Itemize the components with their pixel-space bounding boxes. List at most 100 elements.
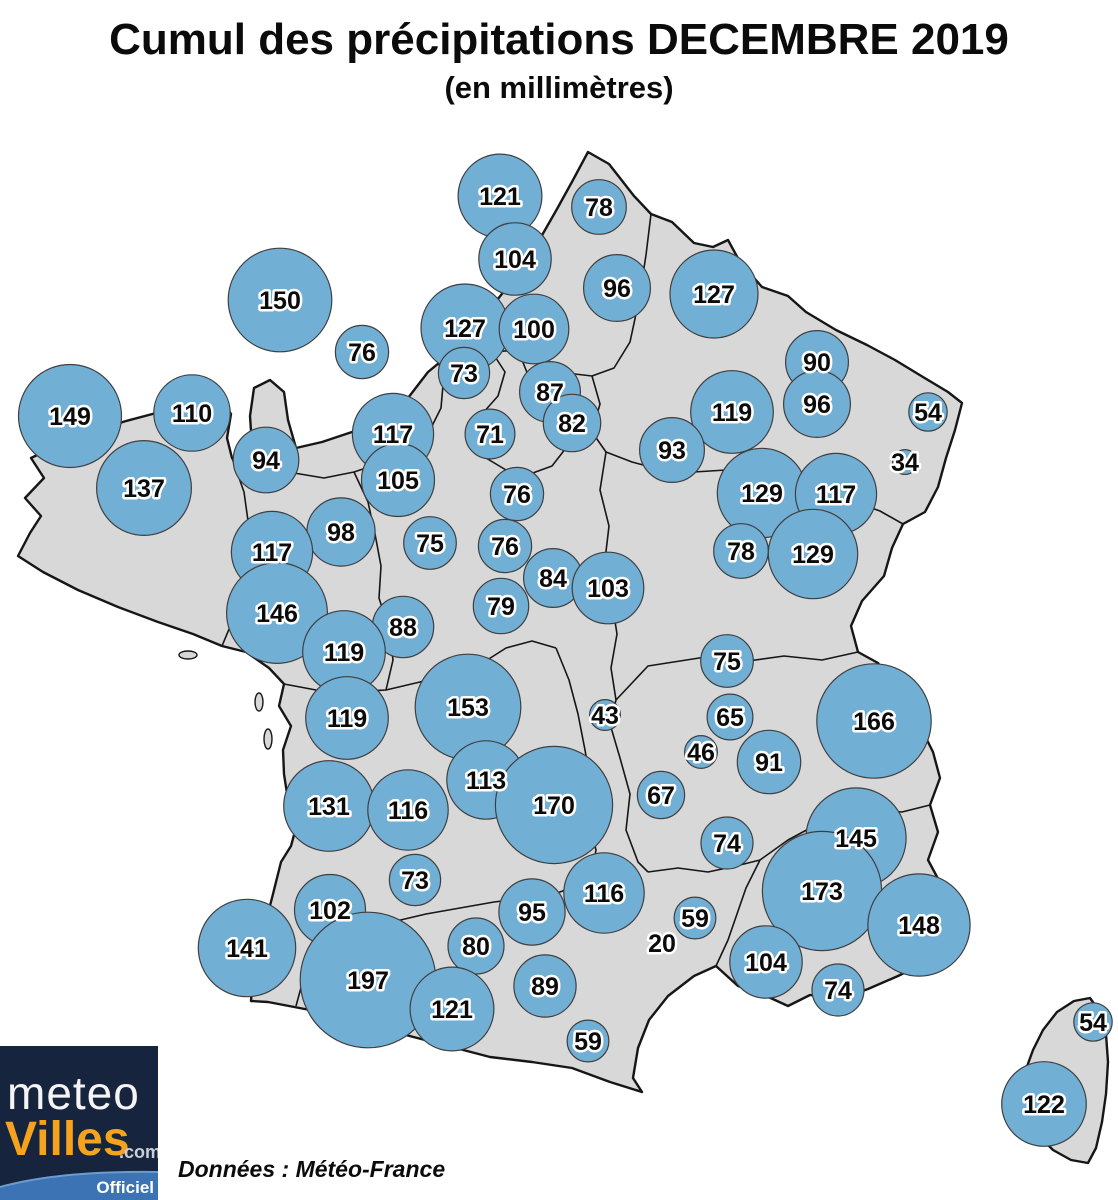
precip-value-label: 75 — [416, 530, 444, 558]
precip-value-label: 121 — [479, 183, 521, 211]
precip-bubble — [227, 247, 333, 353]
precip-value-label: 76 — [491, 533, 519, 561]
precip-bubble — [683, 734, 718, 769]
precip-value-label: 93 — [658, 437, 686, 465]
precip-value-label: 82 — [558, 410, 586, 438]
precip-value-label: 122 — [1023, 1091, 1065, 1119]
precip-bubble — [95, 440, 193, 537]
precip-bubble — [571, 179, 627, 235]
precip-value-label: 88 — [389, 614, 417, 642]
precip-value-label: 129 — [792, 541, 834, 569]
precip-bubble — [226, 561, 329, 664]
precip-value-label: 119 — [324, 639, 364, 667]
precip-value-label: 75 — [713, 648, 741, 676]
precip-bubble — [566, 1019, 610, 1063]
precip-bubble — [571, 551, 645, 625]
precip-value-label: 103 — [587, 575, 629, 603]
island — [178, 650, 198, 660]
precip-bubble — [472, 577, 530, 635]
precip-value-label: 197 — [347, 967, 389, 995]
precip-bubble — [582, 254, 651, 323]
precip-value-label: 20 — [648, 930, 676, 958]
precip-value-label: 121 — [431, 996, 473, 1024]
precip-bubble — [197, 898, 297, 998]
precip-value-label: 127 — [444, 315, 486, 343]
precip-value-label: 166 — [853, 708, 895, 736]
precip-bubble — [816, 663, 932, 779]
precip-value-label: 34 — [891, 449, 919, 477]
precip-bubble — [403, 516, 457, 570]
data-source-credit: Données : Météo-France — [178, 1156, 446, 1182]
precip-value-label: 54 — [914, 399, 942, 427]
precip-bubble — [1001, 1061, 1087, 1147]
precip-value-label: 137 — [123, 475, 165, 503]
precip-value-label: 79 — [487, 593, 515, 621]
precip-value-label: 59 — [574, 1028, 602, 1056]
precip-bubble — [409, 966, 495, 1052]
precip-value-label: 117 — [373, 421, 413, 449]
precip-value-label: 116 — [388, 797, 428, 825]
precip-value-label: 54 — [1079, 1009, 1107, 1037]
precip-value-label: 89 — [531, 973, 559, 1001]
precip-value-label: 59 — [681, 905, 709, 933]
logo-swoosh — [0, 1170, 158, 1200]
precip-value-label: 150 — [259, 287, 301, 315]
precip-value-label: 119 — [712, 399, 752, 427]
precip-bubble — [588, 698, 621, 731]
precip-value-label: 91 — [755, 749, 783, 777]
precip-bubble — [706, 693, 754, 741]
precip-bubble — [700, 634, 754, 688]
precip-value-label: 116 — [584, 880, 624, 908]
precip-bubble — [700, 816, 754, 870]
precip-value-label: 78 — [585, 194, 613, 222]
precip-value-label: 87 — [536, 379, 564, 407]
precip-value-label: 71 — [476, 421, 504, 449]
precip-bubble — [908, 392, 948, 432]
precip-bubble — [638, 417, 705, 484]
precip-value-label: 149 — [49, 403, 91, 431]
precip-bubble — [636, 770, 686, 820]
label-layer: 121 78 104 96 127 150 127 100 76 90 73 87 96 54 119 110… — [47, 181, 1110, 1122]
precip-value-label: 43 — [591, 702, 619, 730]
precip-bubble — [305, 676, 389, 760]
precip-value-label: 67 — [647, 782, 675, 810]
precip-bubble — [513, 954, 577, 1018]
precip-value-label: 80 — [462, 933, 490, 961]
precip-value-label: 113 — [466, 767, 506, 795]
precip-bubble — [477, 518, 533, 574]
precip-value-label: 90 — [803, 349, 831, 377]
precip-value-label: 94 — [252, 447, 280, 475]
precip-bubble — [360, 442, 436, 518]
precip-value-label: 141 — [226, 935, 268, 963]
precip-bubble — [437, 346, 491, 400]
precip-value-label: 100 — [513, 316, 555, 344]
precip-bubble — [498, 878, 566, 946]
precip-value-label: 153 — [447, 694, 489, 722]
logo-badge-officiel: Officiel — [96, 1178, 154, 1197]
island — [254, 692, 264, 712]
precip-value-label: 74 — [824, 977, 852, 1005]
logo-text-villes: Villes — [5, 1113, 130, 1166]
precip-bubble — [489, 466, 545, 522]
precip-value-label: 96 — [803, 391, 831, 419]
precip-bubble — [232, 426, 300, 494]
precip-value-label: 96 — [603, 275, 631, 303]
precip-value-label: 73 — [401, 867, 429, 895]
precip-bubble — [563, 852, 645, 934]
precip-bubble — [464, 408, 516, 460]
precip-bubble — [334, 324, 390, 380]
precip-bubble — [782, 370, 851, 439]
precip-value-label: 117 — [816, 481, 856, 509]
page-title: Cumul des précipitations DECEMBRE 2019 — [109, 15, 1009, 64]
precip-bubble — [367, 769, 449, 851]
precip-value-label: 78 — [727, 538, 755, 566]
precip-value-label: 146 — [256, 600, 298, 628]
page-subtitle: (en millimètres) — [444, 70, 674, 105]
precip-value-label: 129 — [741, 480, 783, 508]
precip-value-label: 110 — [172, 400, 212, 428]
meteovilles-logo: meteo Villes .com Officiel — [0, 1046, 158, 1200]
precip-value-label: 65 — [716, 704, 744, 732]
precip-value-label: 145 — [835, 825, 877, 853]
precip-value-label: 119 — [327, 705, 367, 733]
